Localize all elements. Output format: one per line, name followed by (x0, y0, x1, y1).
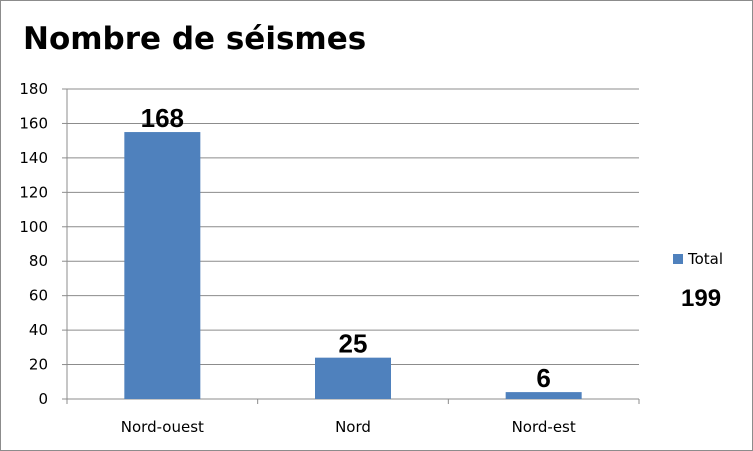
y-tick-label: 20 (29, 356, 48, 374)
y-tick-label: 80 (29, 252, 48, 270)
y-tick-label: 140 (19, 149, 48, 167)
category-label: Nord (335, 418, 371, 436)
bar (124, 132, 201, 400)
chart-title: Nombre de séismes (23, 21, 367, 57)
bar (315, 357, 391, 399)
y-tick-label: 40 (29, 321, 48, 339)
legend-swatch (673, 254, 683, 264)
category-label: Nord-ouest (121, 418, 204, 436)
y-tick-label: 120 (19, 183, 48, 201)
data-label: 25 (339, 329, 368, 359)
legend: Total (673, 250, 723, 268)
y-tick-label: 100 (19, 218, 48, 236)
data-label: 168 (141, 103, 184, 133)
y-tick-label: 160 (19, 114, 48, 132)
y-tick-label: 180 (19, 80, 48, 98)
total-value: 199 (681, 285, 722, 312)
data-label: 6 (536, 363, 550, 393)
bar (505, 392, 582, 399)
y-tick-label: 60 (29, 287, 48, 305)
legend-label: Total (688, 250, 724, 268)
y-tick-label: 0 (38, 390, 48, 408)
category-label: Nord-est (512, 418, 576, 436)
